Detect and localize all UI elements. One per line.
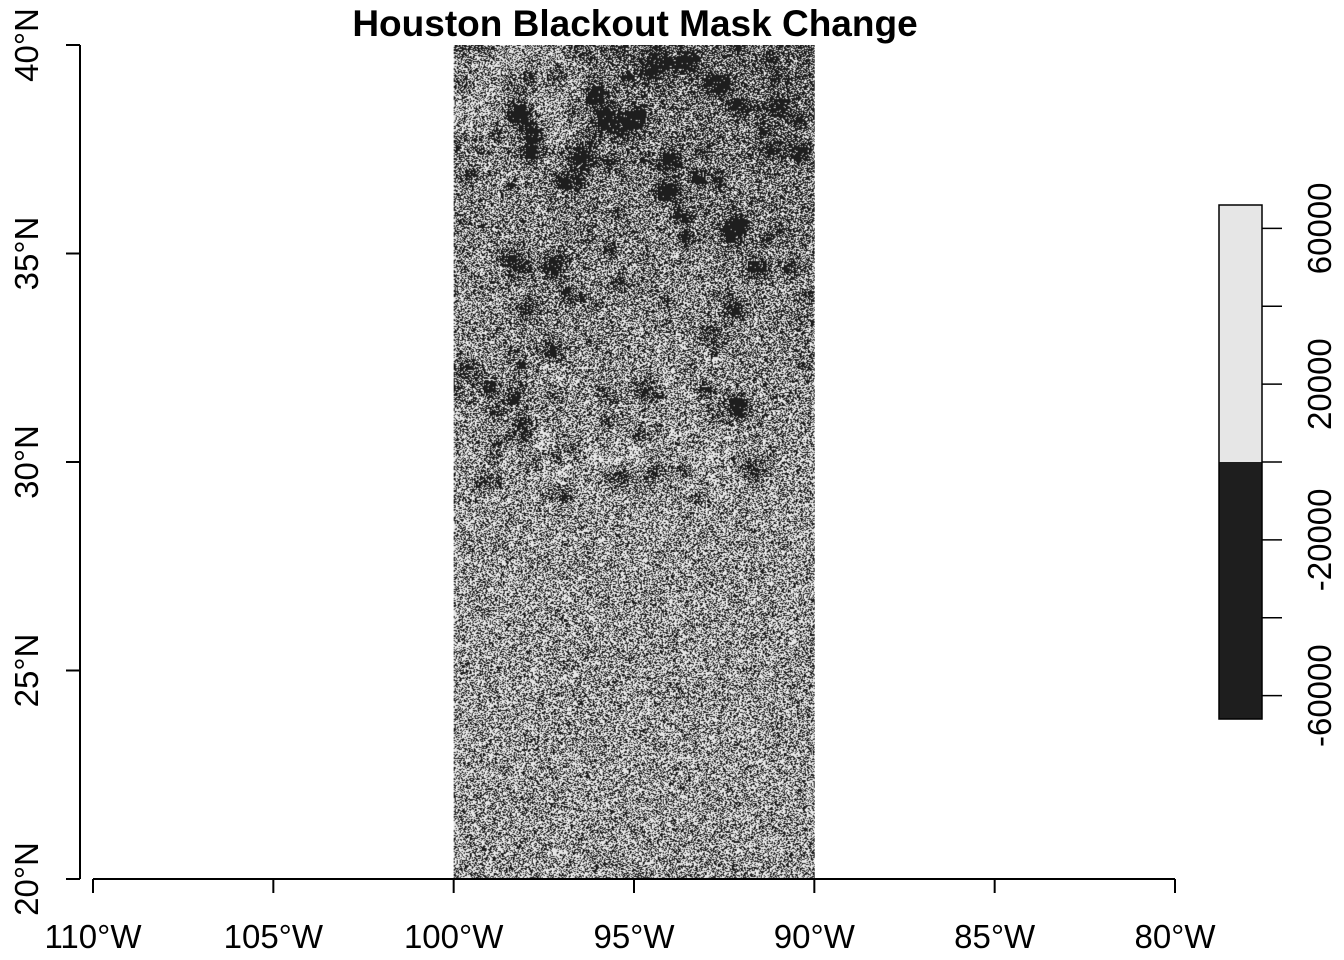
legend-class-swatch bbox=[1219, 462, 1262, 719]
legend-tick-label: -20000 bbox=[1301, 488, 1338, 591]
legend-tick-label: -60000 bbox=[1301, 644, 1338, 747]
x-axis: 110°W 105°W 100°W 95°W 90°W 85°W 80°W bbox=[45, 878, 1216, 955]
y-tick-label: 20°N bbox=[8, 842, 45, 916]
x-tick-label: 80°W bbox=[1134, 918, 1216, 955]
legend-class-swatch bbox=[1219, 205, 1262, 462]
legend-tick-label: 60000 bbox=[1301, 182, 1338, 274]
color-legend: -60000 -20000 20000 60000 bbox=[1218, 182, 1338, 747]
x-tick-label: 110°W bbox=[45, 918, 143, 955]
y-tick-label: 35°N bbox=[8, 217, 45, 291]
legend-tick-label: 20000 bbox=[1301, 338, 1338, 430]
y-tick-label: 30°N bbox=[8, 425, 45, 499]
y-tick-label: 40°N bbox=[8, 8, 45, 82]
x-tick-label: 100°W bbox=[404, 918, 504, 955]
x-tick-label: 90°W bbox=[774, 918, 856, 955]
y-axis: 20°N 25°N 30°N 35°N 40°N bbox=[8, 8, 81, 916]
y-tick-label: 25°N bbox=[8, 634, 45, 708]
x-tick-label: 105°W bbox=[224, 918, 324, 955]
raster-image bbox=[453, 45, 815, 879]
x-tick-label: 85°W bbox=[954, 918, 1036, 955]
blackout-raster bbox=[453, 45, 815, 879]
map-title: Houston Blackout Mask Change bbox=[352, 3, 917, 44]
x-tick-label: 95°W bbox=[593, 918, 675, 955]
